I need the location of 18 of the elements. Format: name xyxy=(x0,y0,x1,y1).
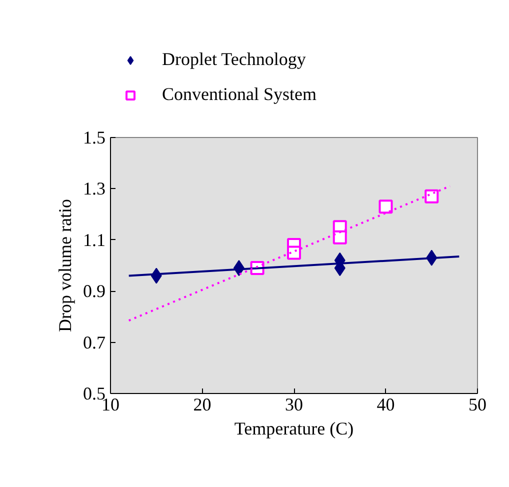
legend-label: Conventional System xyxy=(162,84,316,105)
x-tick-label: 50 xyxy=(468,394,486,414)
y-tick-label: 0.5 xyxy=(83,384,106,404)
point xyxy=(424,189,439,204)
y-tick-label: 1.5 xyxy=(83,128,106,148)
y-tick-label: 0.7 xyxy=(83,332,106,352)
point xyxy=(332,230,347,244)
legend-label: Droplet Technology xyxy=(162,49,306,70)
y-tick-label: 1.3 xyxy=(83,178,106,199)
x-tick-label: 30 xyxy=(285,394,303,414)
x-tick-label: 20 xyxy=(193,394,212,414)
x-tick-label: 40 xyxy=(376,394,395,414)
x-axis-title: Temperature (C) xyxy=(234,418,354,438)
y-tick-label: 0.9 xyxy=(83,281,106,302)
y-axis-title: Drop volume ratio xyxy=(55,199,75,332)
point xyxy=(378,200,393,214)
point xyxy=(287,246,301,260)
y-tick-label: 1.1 xyxy=(83,230,106,250)
